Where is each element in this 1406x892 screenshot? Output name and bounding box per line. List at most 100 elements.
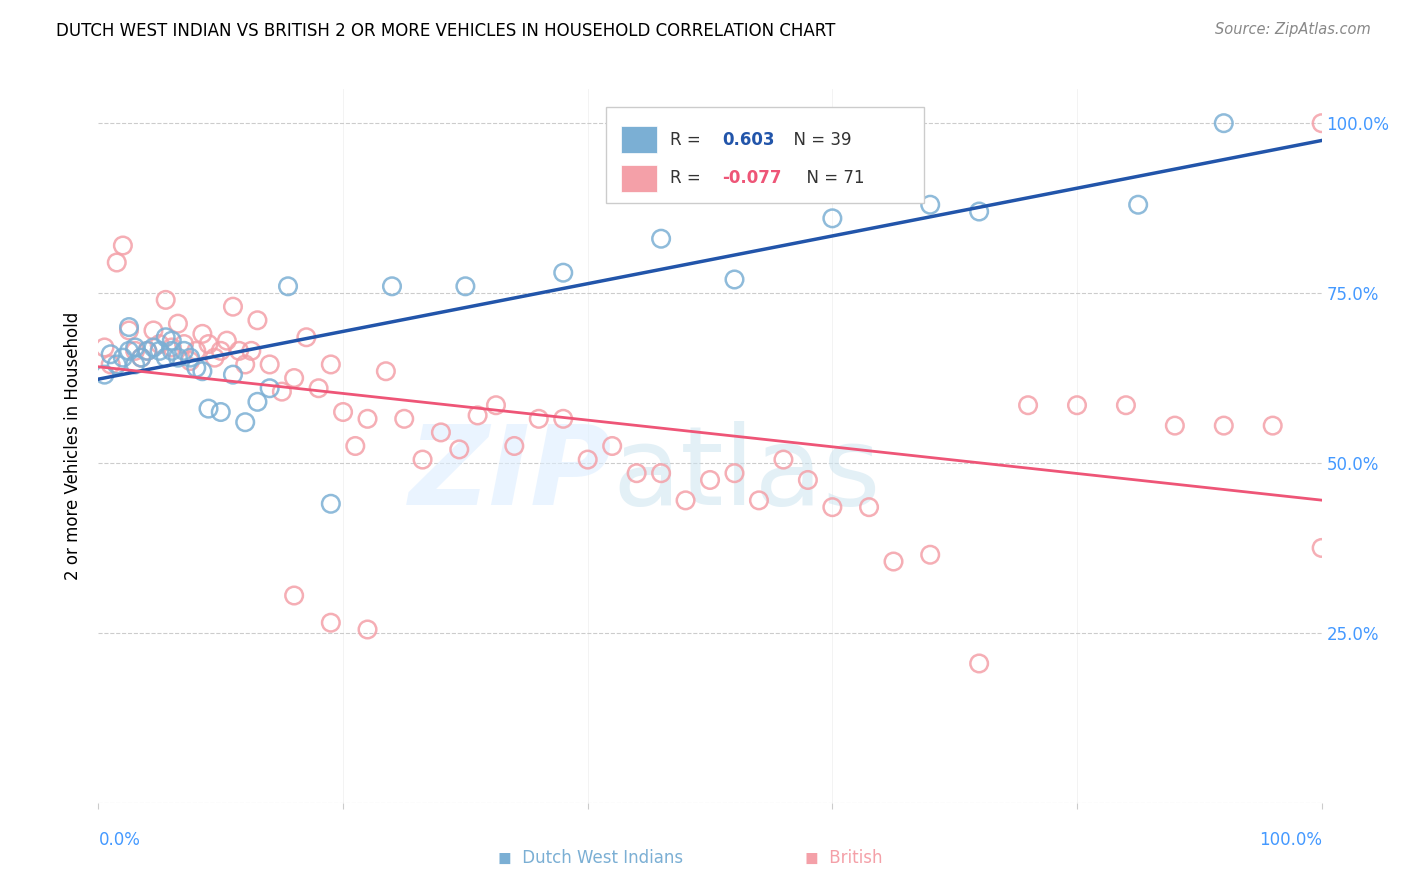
- Text: ◼  Dutch West Indians: ◼ Dutch West Indians: [498, 849, 683, 867]
- Point: [246, 394, 269, 409]
- Point: [1128, 198, 1150, 212]
- Text: N = 71: N = 71: [796, 169, 865, 187]
- Point: [173, 343, 195, 358]
- Text: 0.0%: 0.0%: [98, 831, 141, 849]
- Text: N = 39: N = 39: [783, 131, 852, 149]
- Point: [723, 466, 745, 480]
- Point: [553, 412, 575, 426]
- Point: [485, 398, 508, 412]
- Point: [197, 337, 219, 351]
- Point: [118, 320, 141, 334]
- Point: [142, 341, 165, 355]
- Point: [209, 405, 232, 419]
- Point: [105, 255, 128, 269]
- Point: [129, 351, 152, 365]
- Point: [100, 347, 122, 361]
- Point: [650, 232, 672, 246]
- Point: [155, 293, 177, 307]
- Point: [821, 211, 844, 226]
- Point: [197, 401, 219, 416]
- Y-axis label: 2 or more Vehicles in Household: 2 or more Vehicles in Household: [65, 312, 83, 580]
- Point: [228, 343, 250, 358]
- Text: 0.603: 0.603: [723, 131, 775, 149]
- Point: [1066, 398, 1088, 412]
- Point: [344, 439, 367, 453]
- Point: [449, 442, 471, 457]
- Point: [699, 473, 721, 487]
- Point: [129, 351, 152, 365]
- Point: [191, 326, 214, 341]
- Point: [160, 341, 183, 355]
- Point: [222, 300, 245, 314]
- Point: [93, 368, 115, 382]
- Point: [277, 279, 299, 293]
- Point: [204, 351, 226, 365]
- Point: [173, 337, 195, 351]
- Point: [100, 358, 122, 372]
- Point: [319, 615, 342, 630]
- Point: [576, 452, 599, 467]
- Point: [118, 323, 141, 337]
- Point: [883, 555, 905, 569]
- Point: [1261, 418, 1284, 433]
- Point: [222, 368, 245, 382]
- Point: [118, 343, 141, 358]
- Point: [295, 330, 318, 344]
- Point: [1310, 116, 1333, 130]
- Point: [124, 343, 146, 358]
- Point: [1115, 398, 1137, 412]
- Point: [233, 415, 256, 429]
- Point: [259, 381, 281, 395]
- Point: [179, 354, 201, 368]
- Point: [748, 493, 770, 508]
- Point: [160, 343, 183, 358]
- Point: [136, 343, 159, 358]
- FancyBboxPatch shape: [620, 127, 658, 153]
- Point: [600, 439, 623, 453]
- Point: [283, 371, 305, 385]
- Point: [246, 313, 269, 327]
- Point: [186, 360, 208, 375]
- Point: [160, 334, 183, 348]
- Point: [155, 351, 177, 365]
- Point: [527, 412, 550, 426]
- Point: [240, 343, 263, 358]
- Point: [191, 364, 214, 378]
- Point: [93, 341, 115, 355]
- Point: [650, 466, 672, 480]
- Point: [797, 473, 820, 487]
- Point: [967, 204, 990, 219]
- Point: [454, 279, 477, 293]
- Point: [111, 238, 134, 252]
- Point: [467, 409, 489, 423]
- Point: [233, 358, 256, 372]
- Point: [167, 317, 190, 331]
- Text: atlas: atlas: [612, 421, 880, 528]
- Point: [149, 343, 172, 358]
- Point: [772, 452, 794, 467]
- Point: [155, 330, 177, 344]
- Point: [259, 358, 281, 372]
- Text: 100.0%: 100.0%: [1258, 831, 1322, 849]
- Point: [186, 343, 208, 358]
- Point: [858, 500, 880, 515]
- Point: [967, 657, 990, 671]
- Point: [105, 358, 128, 372]
- Point: [1212, 418, 1234, 433]
- Point: [1212, 116, 1234, 130]
- Point: [920, 548, 942, 562]
- Text: ◼  British: ◼ British: [804, 849, 883, 867]
- Point: [412, 452, 434, 467]
- Point: [209, 343, 232, 358]
- Point: [356, 623, 378, 637]
- Point: [381, 279, 404, 293]
- Point: [136, 343, 159, 358]
- Text: -0.077: -0.077: [723, 169, 782, 187]
- Point: [821, 500, 844, 515]
- FancyBboxPatch shape: [606, 107, 924, 203]
- Point: [503, 439, 526, 453]
- Point: [124, 358, 146, 372]
- Point: [1310, 541, 1333, 555]
- Point: [356, 412, 378, 426]
- Point: [283, 589, 305, 603]
